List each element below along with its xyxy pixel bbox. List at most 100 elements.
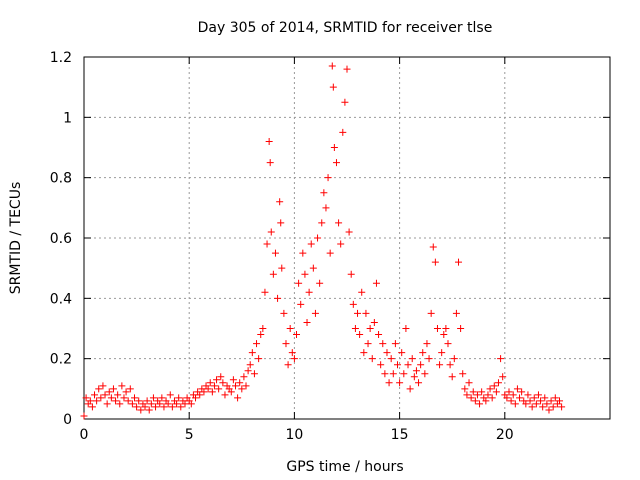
data-point — [166, 391, 174, 399]
data-point — [389, 370, 397, 378]
data-point — [324, 174, 332, 182]
data-point — [288, 349, 296, 357]
data-point — [164, 400, 172, 408]
data-point — [215, 385, 223, 393]
data-point — [499, 373, 507, 381]
data-point — [383, 349, 391, 357]
data-point — [133, 403, 141, 411]
data-point — [391, 340, 399, 348]
data-point — [301, 270, 309, 278]
data-point — [511, 400, 519, 408]
data-point — [528, 403, 536, 411]
data-point — [192, 394, 200, 402]
data-point — [494, 379, 502, 387]
data-point — [387, 355, 395, 363]
data-point — [107, 394, 115, 402]
data-point — [227, 388, 235, 396]
chart-title: Day 305 of 2014, SRMTID for receiver tls… — [198, 20, 493, 36]
data-point — [379, 340, 387, 348]
data-point — [282, 340, 290, 348]
data-point — [467, 394, 475, 402]
data-point — [463, 391, 471, 399]
data-point — [419, 349, 427, 357]
data-point — [124, 397, 132, 405]
data-point — [263, 240, 271, 248]
data-point — [366, 325, 374, 332]
y-tick-label: 1 — [63, 110, 72, 126]
data-point — [461, 385, 469, 393]
data-point — [177, 403, 185, 411]
data-point — [276, 198, 284, 206]
data-points — [80, 62, 566, 420]
data-point — [149, 394, 157, 402]
data-point — [490, 382, 498, 390]
data-point — [345, 228, 353, 236]
data-point — [465, 379, 473, 387]
data-point — [80, 412, 88, 420]
data-point — [320, 189, 328, 197]
data-point — [347, 270, 355, 278]
data-point — [293, 331, 301, 339]
data-point — [471, 397, 479, 405]
data-point — [358, 288, 366, 296]
data-point — [343, 65, 351, 73]
data-point — [402, 325, 410, 332]
data-point — [421, 370, 429, 378]
data-point — [543, 400, 551, 408]
data-point — [246, 361, 254, 369]
data-point — [196, 391, 204, 399]
data-point — [221, 391, 229, 399]
data-point — [248, 349, 256, 357]
data-point — [255, 355, 263, 363]
data-point — [295, 279, 303, 287]
data-point — [95, 385, 103, 393]
data-point — [217, 373, 225, 381]
data-point — [219, 379, 227, 387]
data-point — [410, 373, 418, 381]
data-point — [277, 219, 285, 227]
data-point — [457, 325, 465, 332]
data-point — [128, 400, 136, 408]
data-point — [265, 137, 273, 145]
data-point — [492, 388, 500, 396]
data-point — [143, 397, 151, 405]
data-point — [478, 388, 486, 396]
data-point — [168, 403, 176, 411]
data-point — [322, 204, 330, 212]
data-point — [267, 228, 275, 236]
data-point — [152, 403, 160, 411]
data-point — [231, 382, 239, 390]
data-point — [244, 367, 252, 375]
data-point — [539, 403, 547, 411]
data-point — [286, 325, 294, 332]
data-point — [257, 331, 265, 339]
data-point — [381, 370, 389, 378]
data-point — [118, 382, 126, 390]
data-point — [335, 219, 343, 227]
y-tick-label: 0.2 — [50, 352, 72, 368]
data-point — [377, 361, 385, 369]
data-point — [259, 325, 267, 332]
data-point — [109, 385, 117, 393]
y-tick-label: 0.8 — [50, 171, 72, 187]
data-point — [341, 98, 349, 106]
data-point — [558, 403, 566, 411]
data-point — [429, 243, 437, 251]
data-point — [303, 318, 311, 326]
data-point — [368, 355, 376, 363]
data-point — [181, 400, 189, 408]
data-point — [236, 379, 244, 387]
data-point — [398, 349, 406, 357]
data-point — [417, 361, 425, 369]
data-point — [329, 83, 337, 91]
data-point — [438, 349, 446, 357]
data-point — [316, 279, 324, 287]
data-point — [482, 397, 490, 405]
data-point — [97, 394, 105, 402]
data-point — [120, 394, 128, 402]
data-point — [412, 367, 420, 375]
x-tick-label: 15 — [391, 427, 409, 443]
data-point — [505, 388, 513, 396]
y-tick-label: 0 — [63, 412, 72, 428]
